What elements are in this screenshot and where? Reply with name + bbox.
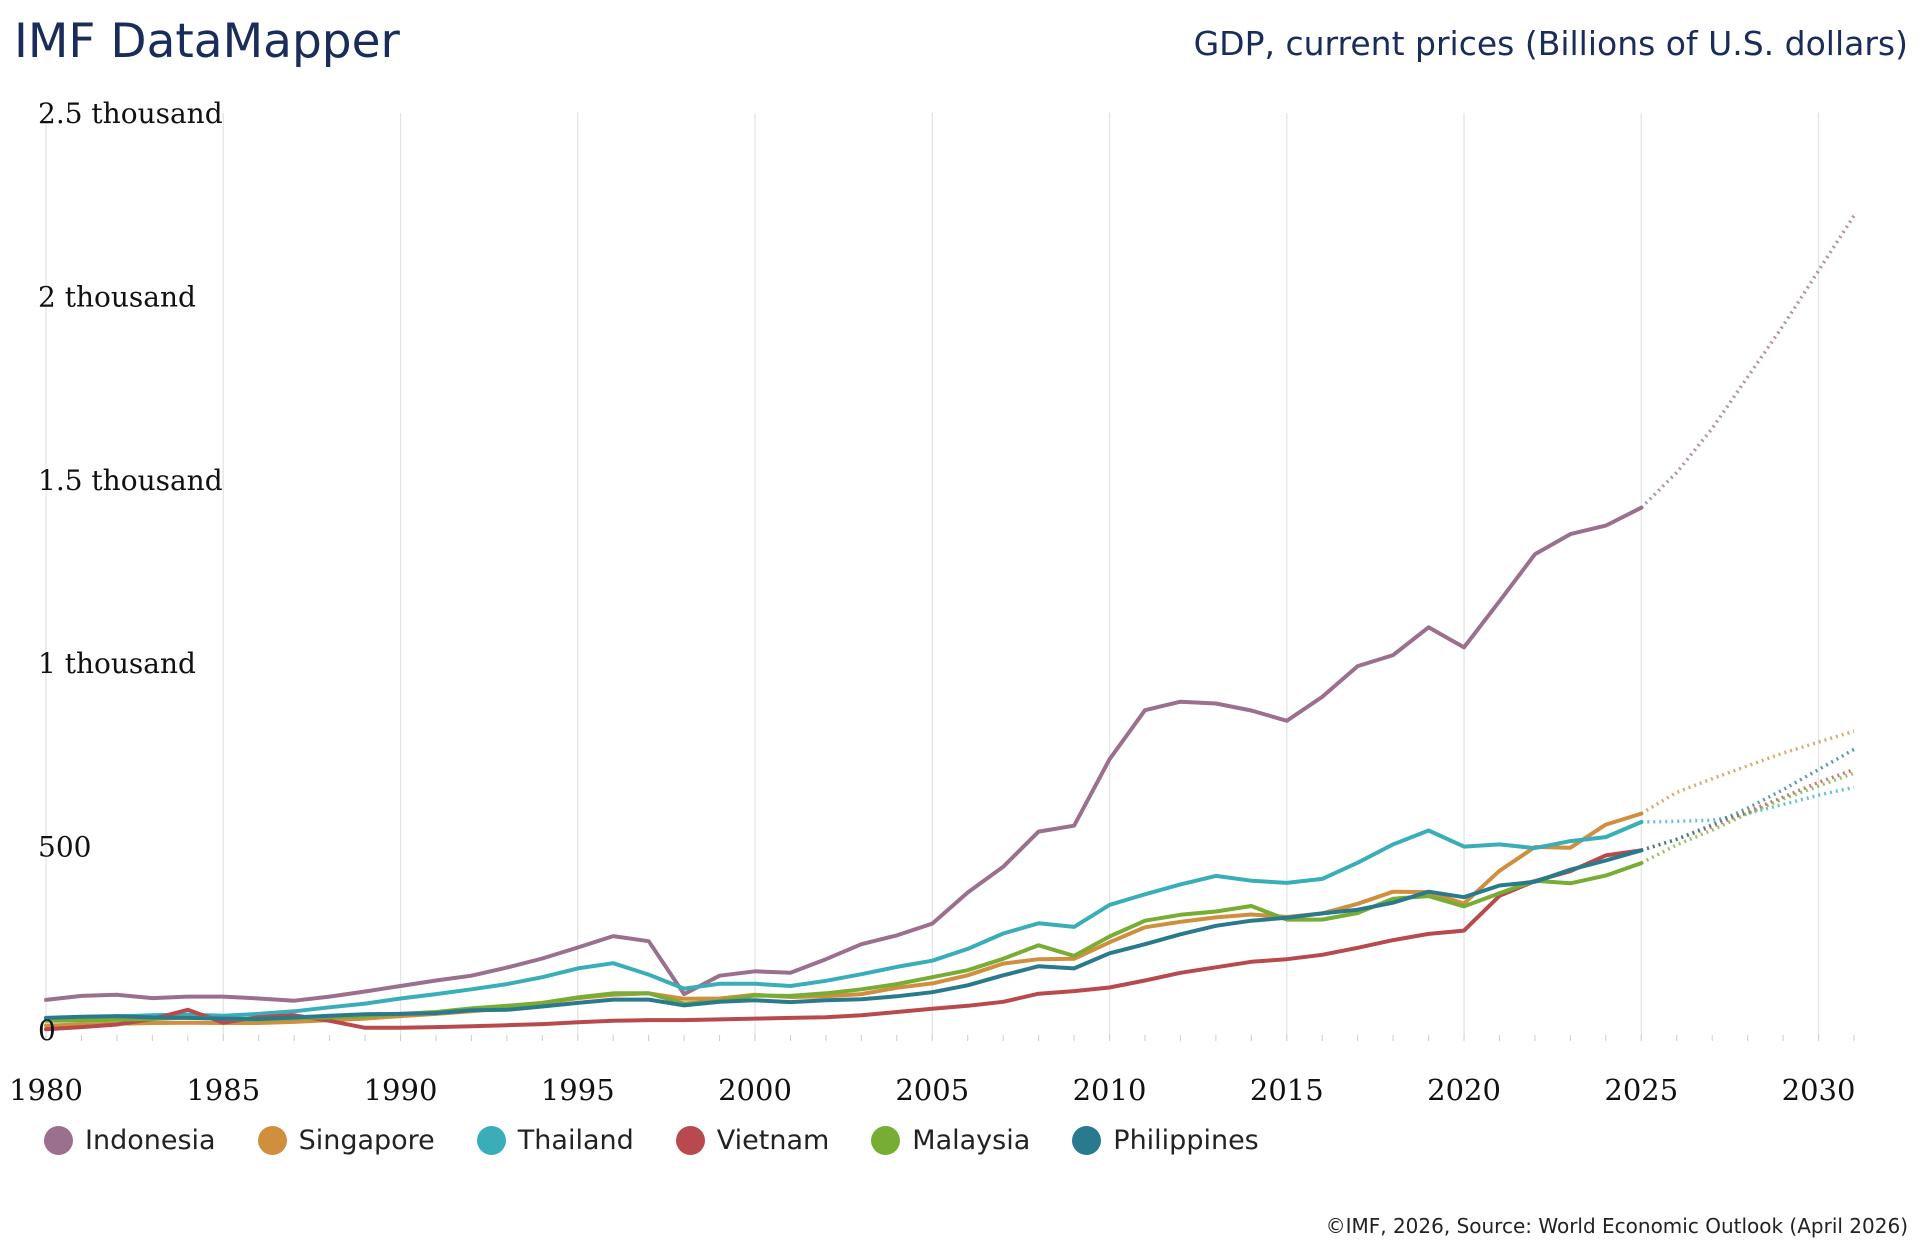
series-line-vietnam[interactable] (44, 848, 1644, 1032)
source-footer: ©IMF, 2026, Source: World Economic Outlo… (1325, 1214, 1908, 1238)
legend-item-philippines[interactable]: Philippines (1072, 1125, 1259, 1156)
series-line-philippines[interactable] (44, 848, 1644, 1021)
legend-label: Malaysia (912, 1125, 1031, 1156)
legend-item-vietnam[interactable]: Vietnam (675, 1125, 830, 1156)
series-projection-thailand[interactable] (1641, 785, 1855, 824)
legend-item-indonesia[interactable]: Indonesia (44, 1125, 216, 1156)
series-projection-singapore[interactable] (1640, 729, 1855, 816)
legend-item-thailand[interactable]: Thailand (476, 1125, 634, 1156)
y-tick-label: 1.5 thousand (38, 464, 223, 497)
legend: Indonesia Singapore Thailand Vietnam Malaysi… (44, 1125, 1301, 1156)
y-tick-label: 1 thousand (38, 647, 196, 680)
series-lines (44, 214, 1856, 1032)
legend-item-malaysia[interactable]: Malaysia (871, 1125, 1030, 1156)
legend-swatch-vietnam (675, 1126, 705, 1155)
x-tick-label: 1995 (541, 1073, 615, 1107)
series-line-indonesia[interactable] (44, 505, 1644, 1003)
x-tick-label: 2030 (1782, 1073, 1856, 1107)
y-axis-ticks: 0 500 1 thousand 1.5 thousand 2 thousand 2.5 … (38, 97, 223, 1047)
legend-swatch-malaysia (871, 1126, 901, 1155)
legend-label: Singapore (298, 1125, 435, 1156)
legend-swatch-philippines (1072, 1126, 1102, 1155)
legend-label: Indonesia (85, 1125, 216, 1156)
legend-item-singapore[interactable]: Singapore (257, 1125, 435, 1156)
legend-swatch-singapore (257, 1126, 287, 1155)
y-tick-label: 2 thousand (38, 280, 196, 313)
x-tick-label: 2010 (1073, 1073, 1147, 1107)
x-tick-label: 2005 (895, 1073, 969, 1107)
x-tick-label: 1980 (9, 1073, 83, 1107)
x-tick-label: 2000 (718, 1073, 792, 1107)
series-line-thailand[interactable] (44, 820, 1644, 1021)
brand-title: IMF DataMapper (14, 14, 400, 69)
x-tick-label: 1990 (364, 1073, 438, 1107)
x-axis-ticks: 1980 1985 1990 1995 2000 2005 2010 2015 2020 2025… (9, 1073, 1855, 1107)
series-projection-vietnam[interactable] (1640, 767, 1855, 852)
series-projection-philippines[interactable] (1640, 747, 1855, 852)
y-tick-label: 2.5 thousand (38, 97, 223, 130)
legend-swatch-thailand (476, 1126, 506, 1155)
y-tick-label: 500 (38, 831, 91, 864)
legend-label: Thailand (517, 1125, 634, 1156)
y-tick-label: 0 (38, 1014, 56, 1047)
x-tick-label: 2020 (1427, 1073, 1501, 1107)
legend-label: Vietnam (716, 1125, 830, 1156)
series-projection-indonesia[interactable] (1640, 214, 1856, 509)
x-tick-label: 2025 (1604, 1073, 1678, 1107)
vertical-grid (45, 113, 1820, 1038)
legend-label: Philippines (1113, 1125, 1259, 1156)
series-projection-malaysia[interactable] (1640, 771, 1855, 865)
series-line-singapore[interactable] (44, 811, 1644, 1028)
x-tick-label: 1985 (186, 1073, 260, 1107)
x-minor-ticks (45, 1035, 1855, 1041)
indicator-title: GDP, current prices (Billions of U.S. do… (1193, 24, 1908, 63)
x-tick-label: 2015 (1250, 1073, 1324, 1107)
legend-swatch-indonesia (44, 1126, 73, 1155)
